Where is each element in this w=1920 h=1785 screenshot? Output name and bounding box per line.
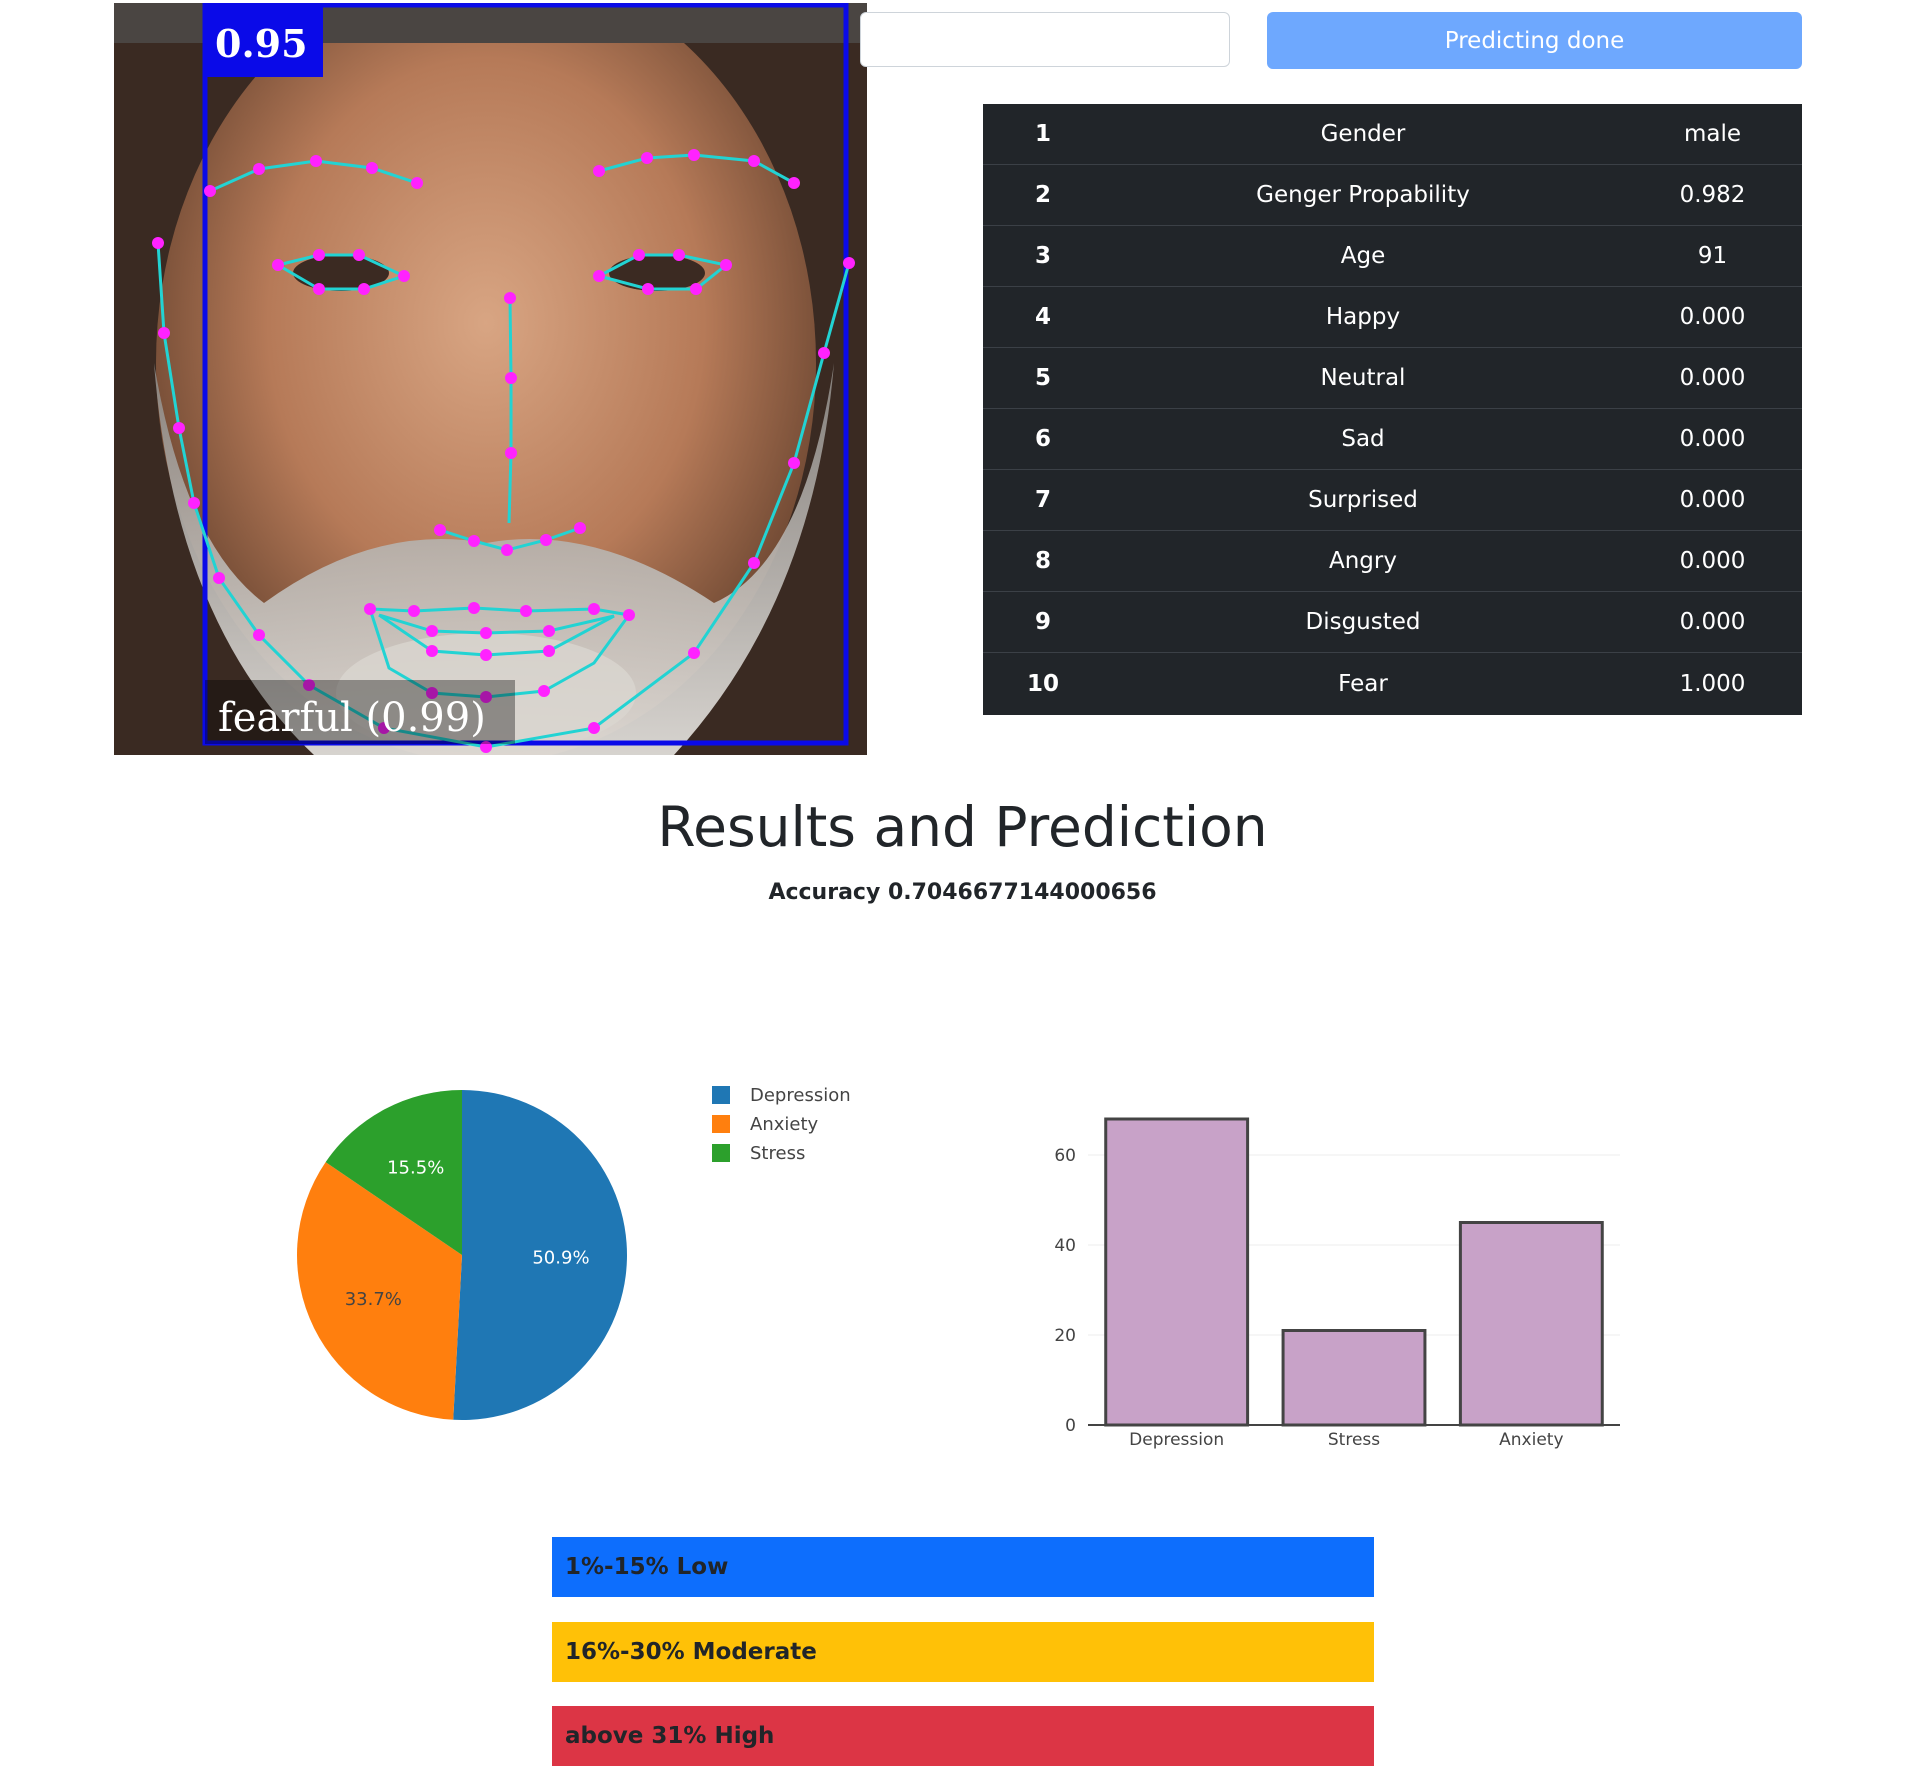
table-row: 10 Fear 1.000 [983, 653, 1802, 715]
y-tick-label: 20 [1054, 1326, 1076, 1346]
table-row: 3 Age 91 [983, 226, 1802, 287]
row-value: 91 [1697, 243, 1728, 269]
pie-slice-stress[interactable] [325, 1090, 462, 1255]
x-tick-label: Anxiety [1499, 1430, 1563, 1450]
row-value: 0.000 [1679, 426, 1746, 452]
table-row: 7 Surprised 0.000 [983, 470, 1802, 531]
bar-depression[interactable] [1104, 1117, 1250, 1427]
row-number: 3 [1034, 243, 1051, 269]
pie-slice-anxiety[interactable] [297, 1162, 462, 1420]
expression-label-text: fearful (0.99) [218, 695, 486, 741]
row-number: 5 [1034, 365, 1051, 391]
pie-slice-label: 33.7% [345, 1289, 402, 1310]
legend-swatch [712, 1086, 730, 1104]
pie-slice-label: 15.5% [387, 1157, 444, 1178]
legend-item-stress[interactable]: Stress [750, 1143, 805, 1164]
row-value: 0.982 [1679, 182, 1746, 208]
bar-stress[interactable] [1281, 1329, 1427, 1427]
row-number: 2 [1034, 182, 1051, 208]
level-moderate-bar: 16%-30% Moderate [552, 1622, 1374, 1682]
row-value: 0.000 [1679, 548, 1746, 574]
row-value: 0.000 [1679, 609, 1746, 635]
row-attribute: Neutral [1320, 365, 1406, 391]
image-upload-input[interactable] [860, 12, 1230, 67]
table-row: 2 Genger Propability 0.982 [983, 165, 1802, 226]
row-attribute: Happy [1325, 304, 1401, 330]
y-tick-label: 0 [1065, 1416, 1076, 1436]
legend-item-depression[interactable]: Depression [750, 1085, 851, 1106]
predict-button[interactable]: Predicting done [1267, 12, 1802, 69]
table-row: 4 Happy 0.000 [983, 287, 1802, 348]
table-row: 6 Sad 0.000 [983, 409, 1802, 470]
row-value: 1.000 [1679, 671, 1746, 697]
row-value: 0.000 [1679, 304, 1746, 330]
row-number: 1 [1034, 121, 1051, 147]
row-attribute: Fear [1338, 671, 1388, 697]
level-high-label: above 31% High [565, 1723, 775, 1749]
row-attribute: Surprised [1308, 487, 1418, 513]
legend-item-anxiety[interactable]: Anxiety [750, 1114, 819, 1135]
row-number: 8 [1034, 548, 1051, 574]
level-high-bar: above 31% High [552, 1706, 1374, 1766]
row-number: 7 [1034, 487, 1051, 513]
results-table: 1 Gender male 2 Genger Propability 0.982… [983, 104, 1802, 715]
row-value: 0.000 [1679, 487, 1746, 513]
x-tick-label: Depression [1129, 1430, 1224, 1450]
legend-swatch [712, 1115, 730, 1133]
row-value: 0.000 [1679, 365, 1746, 391]
x-tick-label: Stress [1328, 1430, 1380, 1450]
table-row: 1 Gender male [983, 104, 1802, 165]
row-number: 6 [1034, 426, 1051, 452]
bar-chart: 0 20 40 60 Depression Stress Anxiety [1054, 1117, 1620, 1450]
box-score-text: 0.95 [215, 21, 308, 66]
level-moderate-label: 16%-30% Moderate [565, 1639, 817, 1665]
pie-slice-depression[interactable] [453, 1090, 628, 1420]
row-number: 10 [1026, 671, 1059, 697]
row-attribute: Disgusted [1305, 609, 1421, 635]
y-tick-label: 60 [1054, 1146, 1076, 1166]
page-title: Results and Prediction [657, 795, 1268, 859]
level-low-bar: 1%-15% Low [552, 1537, 1374, 1597]
face-detection-image: 0.95 [114, 3, 867, 755]
legend-swatch [712, 1144, 730, 1162]
pie-slice-label: 50.9% [532, 1248, 589, 1269]
table-row: 5 Neutral 0.000 [983, 348, 1802, 409]
table-row: 8 Angry 0.000 [983, 531, 1802, 592]
row-attribute: Gender [1320, 121, 1406, 147]
row-value: male [1683, 121, 1742, 147]
table-row: 9 Disgusted 0.000 [983, 592, 1802, 653]
level-low-label: 1%-15% Low [565, 1554, 729, 1580]
row-attribute: Genger Propability [1256, 182, 1470, 208]
row-number: 9 [1034, 609, 1051, 635]
accuracy-text: Accuracy 0.7046677144000656 [768, 880, 1157, 905]
row-attribute: Age [1340, 243, 1386, 269]
pie-chart: 50.9% 33.7% 15.5% Depression Anxiety Stress [297, 1085, 851, 1420]
row-attribute: Sad [1341, 426, 1385, 452]
y-tick-label: 40 [1054, 1236, 1076, 1256]
row-number: 4 [1034, 304, 1051, 330]
bar-anxiety[interactable] [1458, 1221, 1604, 1427]
row-attribute: Angry [1329, 548, 1397, 574]
